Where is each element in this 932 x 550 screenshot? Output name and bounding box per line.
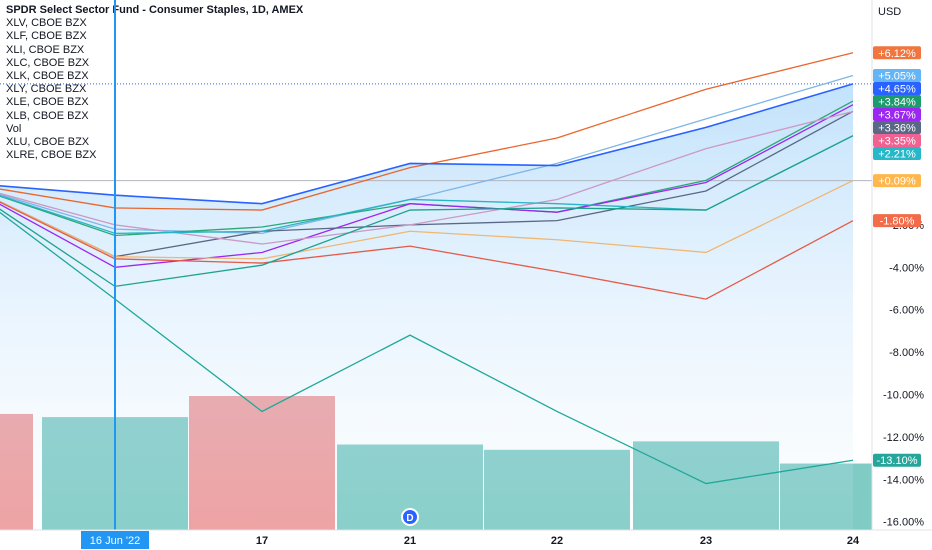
last-value-badge: +3.36% <box>873 120 921 134</box>
x-tick-label: 17 <box>256 535 268 547</box>
x-tick-label: 22 <box>551 535 563 547</box>
last-value-label: +3.36% <box>878 122 916 134</box>
y-tick-label: -10.00% <box>883 390 924 402</box>
x-tick-label: 24 <box>847 535 860 547</box>
last-value-badge: +0.09% <box>873 174 921 188</box>
legend-item[interactable]: XLC, CBOE BZX <box>6 56 90 69</box>
last-value-label: +3.84% <box>878 96 916 108</box>
legend-item[interactable]: XLK, CBOE BZX <box>6 70 89 83</box>
y-tick-label: -14.00% <box>883 474 924 486</box>
y-tick-label: -4.00% <box>889 262 924 274</box>
legend-item[interactable]: XLI, CBOE BZX <box>6 43 85 56</box>
legend-item[interactable]: XLU, CBOE BZX <box>6 136 90 149</box>
x-tick-label: 23 <box>700 535 712 547</box>
last-value-badge: +3.84% <box>873 94 921 108</box>
crosshair-date-label: 16 Jun '22 <box>90 535 140 547</box>
last-value-label: +3.35% <box>878 135 916 147</box>
legend-item[interactable]: XLRE, CBOE BZX <box>6 149 97 162</box>
last-value-label: -1.80% <box>880 216 915 228</box>
last-value-label: -13.10% <box>877 455 918 467</box>
y-tick-label: -12.00% <box>883 432 924 444</box>
y-tick-label: -16.00% <box>883 517 924 529</box>
legend-item[interactable]: XLB, CBOE BZX <box>6 109 89 122</box>
last-value-label: +2.21% <box>878 148 916 160</box>
legend-item[interactable]: Vol <box>6 122 22 135</box>
last-value-label: +6.12% <box>878 48 916 60</box>
last-value-badge: +4.65% <box>873 81 921 95</box>
crosshair-date-badge <box>81 531 149 549</box>
chart-title: SPDR Select Sector Fund - Consumer Stapl… <box>6 4 304 16</box>
last-value-badge: -13.10% <box>873 453 921 467</box>
legend-item[interactable]: XLV, CBOE BZX <box>6 17 87 30</box>
main-series-area <box>0 83 853 530</box>
dividend-marker: D <box>401 508 419 526</box>
y-tick-label: -8.00% <box>889 347 924 359</box>
last-value-badge: +6.12% <box>873 46 921 60</box>
dividend-marker-label: D <box>406 513 413 524</box>
last-value-badge: -1.80% <box>873 214 921 228</box>
last-value-badge: +2.21% <box>873 146 921 160</box>
time-axis <box>0 530 932 550</box>
last-value-badge: +3.67% <box>873 107 921 121</box>
last-value-label: +5.05% <box>878 70 916 82</box>
currency-label: USD <box>878 6 901 18</box>
legend-items: XLV, CBOE BZX XLF, CBOE BZX XLI, CBOE BZX X… <box>6 17 303 162</box>
last-value-badge: +5.05% <box>873 68 921 82</box>
legend-item[interactable]: XLY, CBOE BZX <box>6 83 87 96</box>
y-tick-label: -6.00% <box>889 305 924 317</box>
last-value-badge: +3.35% <box>873 133 921 147</box>
legend-item[interactable]: XLF, CBOE BZX <box>6 30 87 43</box>
x-tick-label: 21 <box>404 535 416 547</box>
legend-item[interactable]: XLE, CBOE BZX <box>6 96 89 109</box>
last-value-label: +3.67% <box>878 109 916 121</box>
last-value-label: +0.09% <box>878 176 916 188</box>
chart-legend: SPDR Select Sector Fund - Consumer Stapl… <box>6 4 303 162</box>
last-value-label: +4.65% <box>878 83 916 95</box>
